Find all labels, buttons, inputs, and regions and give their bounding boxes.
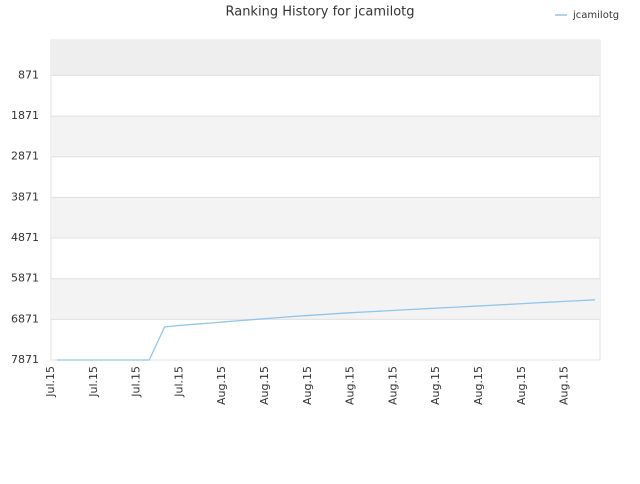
x-tick-label: Aug.15: [301, 366, 314, 405]
x-tick-label: Aug.15: [258, 366, 271, 405]
y-tick-label: 871: [18, 68, 39, 81]
y-tick-label: 4871: [11, 231, 39, 244]
x-tick-label: Jul.15: [87, 366, 100, 398]
y-tick-label: 2871: [11, 150, 39, 163]
y-tick-label: 3871: [11, 190, 39, 203]
x-tick-label: Aug.15: [215, 366, 228, 405]
x-tick-label: Jul.15: [172, 366, 185, 398]
band: [51, 278, 600, 320]
x-tick-label: Aug.15: [429, 366, 442, 405]
legend-label: jcamilotg: [572, 10, 619, 21]
y-tick-label: 1871: [11, 109, 39, 122]
legend: jcamilotg: [555, 10, 619, 21]
y-tick-label: 5871: [11, 272, 39, 285]
chart-title: Ranking History for jcamilotg: [225, 5, 414, 20]
band: [51, 40, 600, 76]
x-tick-label: Aug.15: [472, 366, 485, 405]
x-tick-label: Aug.15: [558, 366, 571, 405]
y-tick-label: 7871: [11, 353, 39, 366]
band: [51, 197, 600, 239]
x-tick-label: Jul.15: [130, 366, 143, 398]
x-tick-label: Aug.15: [386, 366, 399, 405]
x-tick-label: Aug.15: [515, 366, 528, 405]
y-tick-label: 6871: [11, 312, 39, 325]
x-tick-label: Jul.15: [44, 366, 57, 398]
x-tick-label: Aug.15: [344, 366, 357, 405]
band: [51, 116, 600, 157]
data-line: [57, 299, 596, 361]
